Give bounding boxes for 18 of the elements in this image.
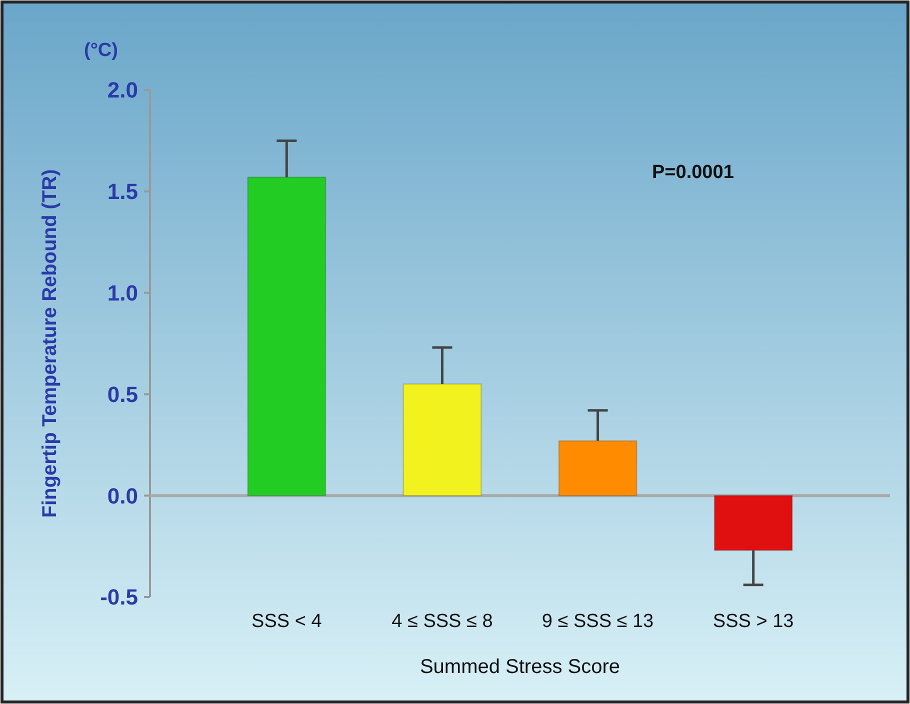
y-tick-label: 1.5 — [107, 179, 138, 204]
y-axis-title: Fingertip Temperature Rebound (TR) — [39, 169, 61, 518]
y-tick-label: 1.0 — [107, 280, 138, 306]
x-tick-label: 4 ≤ SSS ≤ 8 — [392, 611, 493, 632]
annotation: P=0.0001 — [652, 162, 734, 183]
y-tick-label: -0.5 — [100, 584, 138, 610]
bar — [714, 495, 793, 551]
bar — [558, 440, 638, 496]
bar — [402, 384, 482, 496]
x-axis-title: Summed Stress Score — [420, 656, 620, 678]
text: (°C) — [84, 40, 118, 61]
x-tick-label: SSS < 4 — [252, 611, 322, 632]
y-tick-label: 2.0 — [107, 78, 138, 103]
x-tick-label: SSS > 13 — [712, 611, 794, 632]
bar — [247, 176, 326, 496]
y-tick-label: 0.5 — [107, 382, 138, 407]
y-tick-label: 0.0 — [107, 483, 138, 508]
x-tick-label: 9 ≤ SSS ≤ 13 — [542, 611, 654, 632]
